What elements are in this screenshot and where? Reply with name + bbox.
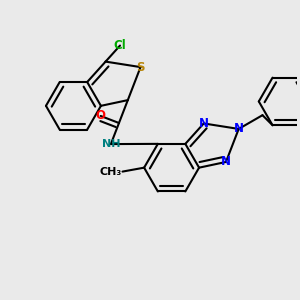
- Text: N: N: [221, 155, 231, 169]
- Text: N: N: [234, 122, 244, 135]
- Text: CH₃: CH₃: [99, 167, 122, 177]
- Text: Cl: Cl: [114, 39, 126, 52]
- Text: O: O: [96, 110, 106, 122]
- Text: NH: NH: [102, 139, 120, 149]
- Text: S: S: [136, 61, 145, 74]
- Text: N: N: [199, 117, 209, 130]
